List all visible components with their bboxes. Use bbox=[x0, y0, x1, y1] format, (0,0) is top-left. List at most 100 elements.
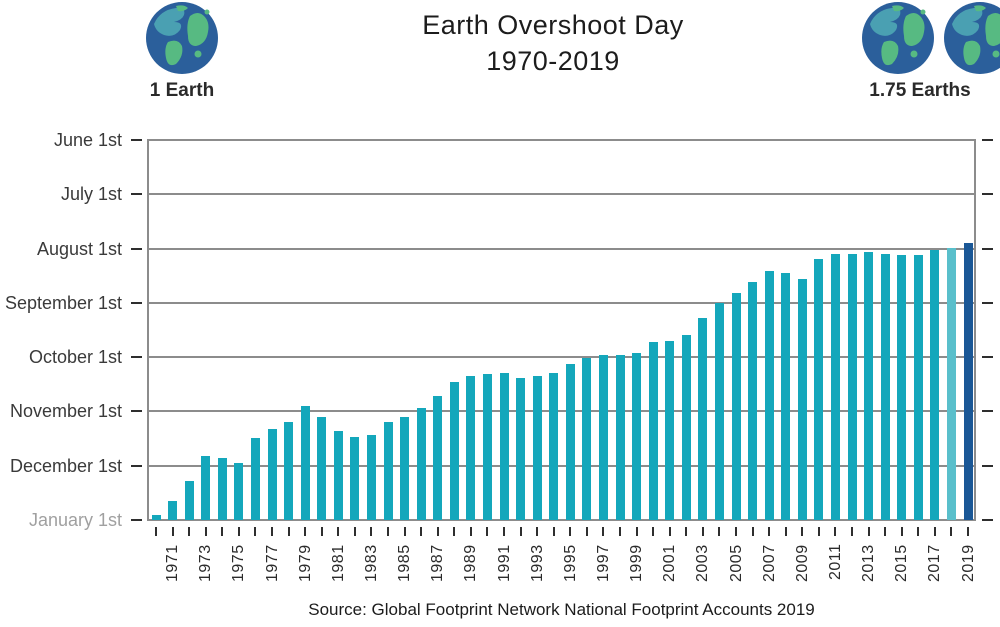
y-axis-label: December 1st bbox=[9, 455, 122, 476]
bar-2012 bbox=[847, 253, 857, 520]
x-axis-label-1995: 1995 bbox=[561, 544, 579, 582]
bar-2003 bbox=[698, 317, 708, 520]
chart-title: Earth Overshoot Day 1970-2019 bbox=[303, 10, 803, 77]
y-axis-tick-right bbox=[982, 139, 993, 141]
x-axis-tick-2000 bbox=[652, 527, 655, 536]
bar-1982 bbox=[350, 436, 360, 520]
chart-title-line1: Earth Overshoot Day bbox=[422, 10, 684, 40]
bar-1981 bbox=[333, 431, 343, 520]
x-axis-label-1987: 1987 bbox=[429, 544, 447, 582]
x-axis-tick-2006 bbox=[751, 527, 754, 536]
x-axis-tick-2010 bbox=[817, 527, 820, 536]
x-axis-tick-1983 bbox=[370, 527, 373, 536]
bar-1992 bbox=[516, 377, 526, 520]
bar-1998 bbox=[615, 354, 625, 520]
x-axis-label-1975: 1975 bbox=[230, 544, 248, 582]
earths-count-label: 1.75 Earths bbox=[869, 80, 971, 101]
bar-2013 bbox=[864, 251, 874, 520]
x-axis-tick-1988 bbox=[453, 527, 456, 536]
bar-1973 bbox=[201, 456, 211, 520]
y-axis-tick-right bbox=[982, 356, 993, 359]
bar-1970 bbox=[151, 514, 161, 520]
y-axis-label: October 1st bbox=[28, 347, 122, 368]
x-axis-tick-1977 bbox=[271, 527, 273, 536]
x-axis-tick-1973 bbox=[204, 527, 207, 536]
y-axis-tick-right bbox=[982, 519, 993, 521]
y-axis-tick-left bbox=[131, 301, 142, 304]
x-axis-tick-2008 bbox=[784, 527, 787, 536]
bar-2004 bbox=[714, 303, 724, 520]
x-axis-tick-1982 bbox=[353, 527, 356, 536]
bar-1972 bbox=[184, 480, 194, 520]
x-axis-label-1999: 1999 bbox=[628, 544, 646, 582]
x-axis-label-2017: 2017 bbox=[926, 544, 944, 582]
bar-1985 bbox=[400, 417, 410, 520]
x-axis-label-1983: 1983 bbox=[362, 544, 380, 582]
gridline-january-1st bbox=[148, 519, 975, 521]
bar-1980 bbox=[317, 417, 327, 520]
bar-2002 bbox=[681, 335, 691, 520]
bar-2009 bbox=[797, 278, 807, 520]
x-axis-tick-2017 bbox=[933, 527, 936, 536]
bar-1995 bbox=[565, 363, 575, 520]
x-axis-tick-1970 bbox=[155, 527, 157, 536]
bar-2016 bbox=[913, 255, 923, 520]
bar-2007 bbox=[764, 271, 774, 520]
x-axis-tick-2018 bbox=[950, 527, 953, 536]
y-axis-tick-right bbox=[982, 247, 993, 250]
bar-1994 bbox=[549, 372, 559, 520]
x-axis-tick-2004 bbox=[718, 527, 721, 536]
y-axis-tick-right bbox=[982, 410, 993, 413]
bar-1987 bbox=[433, 395, 443, 520]
y-axis-tick-left bbox=[131, 410, 142, 413]
y-axis-tick-left bbox=[131, 139, 142, 141]
x-axis-label-1979: 1979 bbox=[296, 544, 314, 582]
y-axis-label: July 1st bbox=[60, 184, 122, 205]
x-axis-tick-1987 bbox=[436, 527, 439, 536]
x-axis-label-2013: 2013 bbox=[860, 544, 878, 582]
x-axis-tick-1990 bbox=[486, 527, 489, 536]
bar-1983 bbox=[366, 434, 376, 520]
bar-1993 bbox=[532, 376, 542, 520]
x-axis-label-1977: 1977 bbox=[263, 544, 281, 582]
x-axis-label-1981: 1981 bbox=[329, 544, 347, 582]
bar-2015 bbox=[897, 255, 907, 520]
x-axis-tick-2009 bbox=[801, 527, 804, 536]
x-axis-tick-2001 bbox=[668, 527, 671, 536]
x-axis-label-1985: 1985 bbox=[396, 544, 414, 582]
gridline-october-1st bbox=[148, 356, 975, 359]
y-axis-tick-left bbox=[131, 247, 142, 250]
gridline-december-1st bbox=[148, 464, 975, 467]
bar-1975 bbox=[234, 463, 244, 520]
x-axis-label-1991: 1991 bbox=[495, 544, 513, 582]
earth-icon bbox=[862, 2, 934, 74]
bar-2018 bbox=[946, 248, 956, 520]
x-axis-label-2019: 2019 bbox=[959, 544, 977, 582]
y-axis-label: August 1st bbox=[36, 238, 122, 259]
x-axis-label-2007: 2007 bbox=[760, 544, 778, 582]
x-axis-tick-1972 bbox=[188, 527, 191, 536]
x-axis-tick-1994 bbox=[552, 527, 555, 536]
earth-icon bbox=[146, 2, 218, 74]
x-axis-label-1989: 1989 bbox=[462, 544, 480, 582]
bar-1977 bbox=[267, 429, 277, 520]
bar-2011 bbox=[830, 253, 840, 520]
x-axis-tick-1998 bbox=[619, 527, 621, 536]
y-axis-tick-left bbox=[131, 193, 142, 196]
x-axis-tick-1976 bbox=[254, 527, 257, 536]
x-axis-tick-2012 bbox=[851, 527, 853, 536]
bar-2008 bbox=[781, 273, 791, 520]
y-axis-tick-left bbox=[131, 356, 142, 359]
plot-left-border bbox=[147, 139, 149, 521]
x-axis-label-1973: 1973 bbox=[197, 544, 215, 582]
bar-1996 bbox=[582, 358, 592, 520]
x-axis-tick-1971 bbox=[171, 527, 174, 536]
x-axis-tick-2002 bbox=[685, 527, 688, 536]
x-axis-label-2003: 2003 bbox=[694, 544, 712, 582]
x-axis-tick-1980 bbox=[320, 527, 323, 536]
y-axis-label: September 1st bbox=[4, 292, 122, 313]
x-axis-label-2011: 2011 bbox=[826, 544, 844, 581]
x-axis-tick-2005 bbox=[735, 527, 737, 536]
bar-1990 bbox=[482, 374, 492, 520]
x-axis-tick-2013 bbox=[867, 527, 870, 536]
